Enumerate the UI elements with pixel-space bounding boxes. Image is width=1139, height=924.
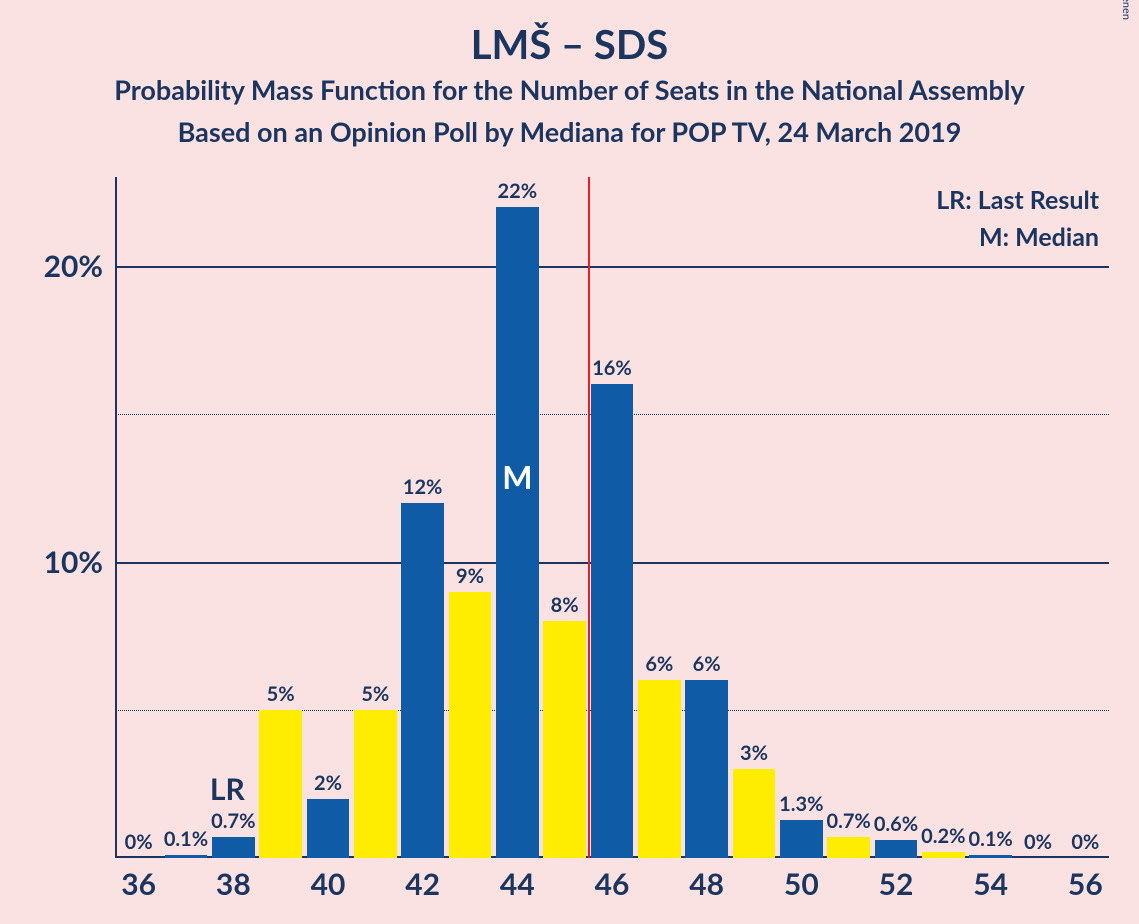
legend-m: M: Median	[979, 222, 1099, 252]
x-tick-label: 36	[121, 866, 156, 902]
x-tick-label: 48	[689, 866, 724, 902]
y-axis	[115, 177, 117, 858]
y-tick-label: 10%	[44, 544, 103, 580]
x-tick-label: 42	[405, 866, 440, 902]
legend-lr: LR: Last Result	[936, 185, 1099, 215]
bar-value-label: 0.7%	[211, 809, 255, 833]
chart-canvas: LMŠ – SDS Probability Mass Function for …	[0, 0, 1139, 924]
gridline-major	[115, 266, 1109, 268]
bar	[496, 207, 539, 858]
x-tick-label: 52	[879, 866, 914, 902]
bar	[259, 710, 302, 858]
x-tick-label: 56	[1068, 866, 1103, 902]
bar	[401, 503, 444, 858]
bar	[449, 592, 492, 858]
bar-value-label: 22%	[498, 179, 538, 203]
bar	[827, 837, 870, 858]
bar-value-label: 0%	[125, 830, 153, 854]
copyright-text: © 2019 Filip van Laenen	[1120, 0, 1133, 20]
bar-value-label: 0%	[1071, 830, 1099, 854]
bar-value-label: 12%	[403, 475, 443, 499]
x-tick-label: 54	[973, 866, 1008, 902]
x-tick-label: 38	[216, 866, 251, 902]
bar	[780, 820, 823, 858]
x-tick-label: 46	[595, 866, 630, 902]
bar-value-label: 0%	[1024, 830, 1052, 854]
majority-threshold-line	[588, 177, 590, 858]
median-marker: M	[502, 457, 532, 496]
bar	[543, 621, 586, 858]
bar-value-label: 0.6%	[874, 812, 918, 836]
bar	[685, 680, 728, 858]
bar	[922, 852, 965, 858]
bar-value-label: 1.3%	[779, 792, 823, 816]
chart-subtitle-1: Probability Mass Function for the Number…	[0, 73, 1139, 106]
bar	[875, 840, 918, 858]
bar-value-label: 6%	[645, 652, 673, 676]
bar	[969, 855, 1012, 858]
bar-value-label: 3%	[740, 741, 768, 765]
chart-subtitle-2: Based on an Opinion Poll by Mediana for …	[0, 115, 1139, 148]
bar-value-label: 8%	[551, 593, 579, 617]
bar	[354, 710, 397, 858]
bar-value-label: 2%	[314, 771, 342, 795]
y-tick-label: 20%	[44, 248, 103, 284]
bar-value-label: 0.1%	[164, 827, 208, 851]
bar-value-label: 9%	[456, 564, 484, 588]
bar-value-label: 0.1%	[968, 827, 1012, 851]
chart-plot-area: LR: Last Result M: Median 10%20%36384042…	[115, 177, 1109, 858]
x-tick-label: 40	[311, 866, 346, 902]
x-tick-label: 44	[500, 866, 535, 902]
lr-marker: LR	[210, 771, 245, 807]
bar-value-label: 0.7%	[826, 809, 870, 833]
chart-title: LMŠ – SDS	[0, 20, 1139, 68]
bar	[212, 837, 255, 858]
bar-value-label: 5%	[361, 682, 389, 706]
bar	[733, 769, 776, 858]
bar-value-label: 6%	[693, 652, 721, 676]
bar-value-label: 16%	[592, 356, 632, 380]
bar	[591, 384, 634, 858]
bar	[165, 855, 208, 858]
bar	[638, 680, 681, 858]
x-tick-label: 50	[784, 866, 819, 902]
bar	[307, 799, 350, 858]
bar-value-label: 5%	[267, 682, 295, 706]
bar-value-label: 0.2%	[921, 824, 965, 848]
